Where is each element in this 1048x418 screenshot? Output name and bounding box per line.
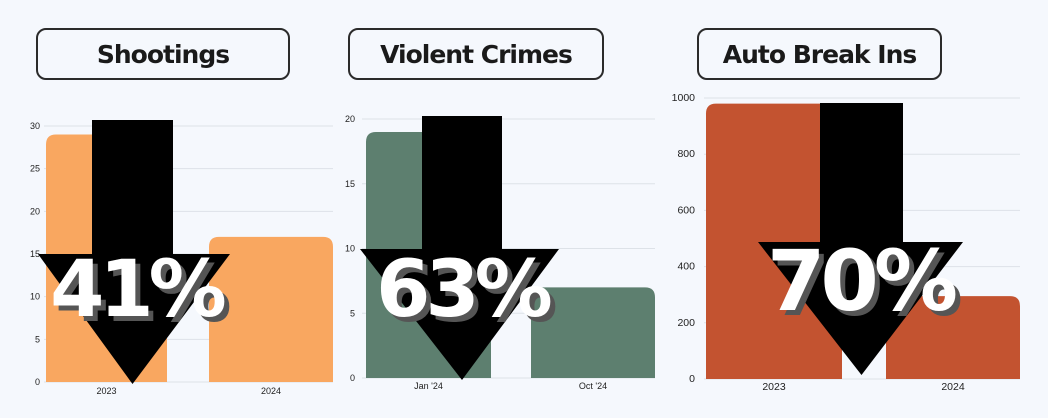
x-tick-label: 2024	[941, 381, 965, 393]
x-tick-label: 2023	[96, 386, 116, 396]
down-arrow-icon	[38, 120, 230, 384]
y-tick-label: 800	[677, 148, 695, 160]
x-tick-label: 2024	[261, 386, 281, 396]
y-tick-label: 200	[677, 317, 695, 329]
bar-oct-24	[531, 287, 655, 378]
percent-change-label: 41%	[50, 245, 225, 335]
percent-change-shadow: 70%	[772, 237, 961, 335]
percent-change-shadow: 41%	[55, 250, 230, 340]
y-tick-label: 0	[35, 377, 40, 387]
percent-change-label: 70%	[767, 232, 956, 330]
shootings-title: Shootings	[36, 28, 290, 80]
y-tick-label: 15	[345, 179, 355, 189]
y-tick-label: 20	[30, 206, 40, 216]
y-tick-label: 0	[689, 373, 695, 385]
shootings-chart: 0 5 10 15 20 25 30 2023 2024 41%41%	[30, 120, 333, 396]
bar-2024	[209, 236, 333, 382]
y-tick-label: 600	[677, 204, 695, 216]
y-tick-label: 5	[350, 308, 355, 318]
bar-2024	[886, 296, 1020, 379]
percent-change-label: 63%	[376, 245, 551, 335]
down-arrow-icon	[360, 116, 559, 380]
violent-crimes-title: Violent Crimes	[348, 28, 604, 80]
y-tick-label: 25	[30, 164, 40, 174]
x-tick-label: Oct '24	[579, 381, 607, 391]
percent-change-shadow: 63%	[381, 250, 556, 340]
y-tick-label: 30	[30, 121, 40, 131]
down-arrow-icon	[758, 103, 963, 375]
y-tick-label: 10	[345, 244, 355, 254]
y-tick-label: 5	[35, 334, 40, 344]
y-tick-label: 15	[30, 249, 40, 259]
y-tick-label: 20	[345, 114, 355, 124]
auto-break-ins-title: Auto Break Ins	[697, 28, 942, 80]
y-tick-label: 400	[677, 261, 695, 273]
x-tick-label: 2023	[762, 381, 786, 393]
x-tick-label: Jan '24	[414, 381, 443, 391]
y-tick-label: 10	[30, 292, 40, 302]
y-tick-label: 1000	[672, 92, 696, 104]
bar-2023	[706, 103, 842, 380]
y-tick-label: 0	[350, 373, 355, 383]
